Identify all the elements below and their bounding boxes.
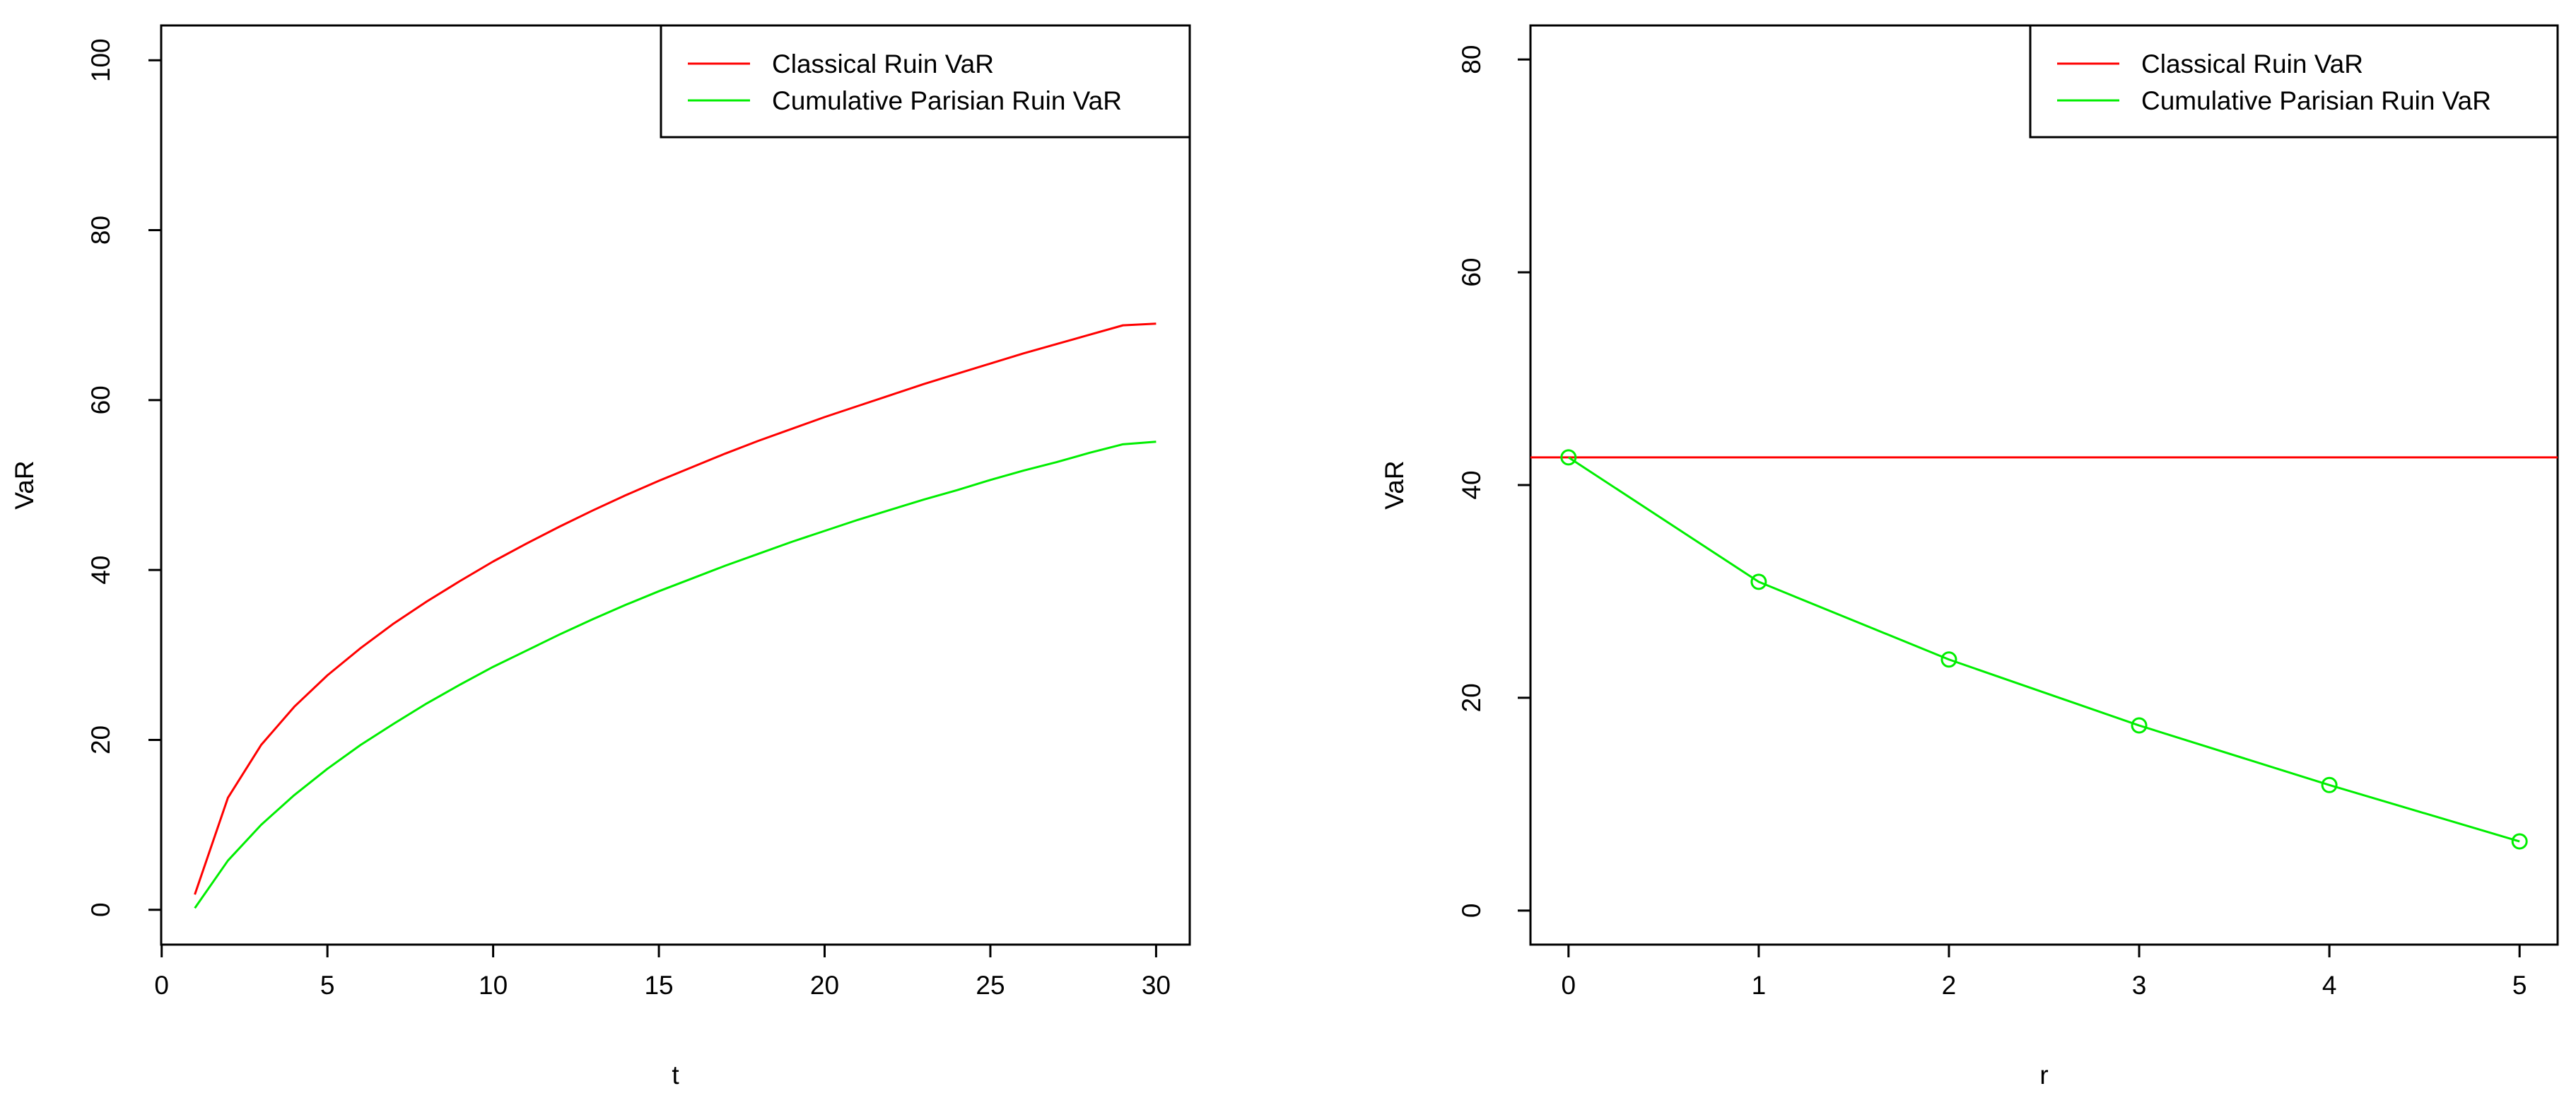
y-tick-label: 0 [1457, 904, 1486, 918]
x-tick-label: 5 [320, 971, 335, 1000]
x-tick-label: 1 [1752, 971, 1767, 1000]
x-axis-label: r [2039, 1061, 2048, 1090]
legend-label: Cumulative Parisian Ruin VaR [772, 86, 1122, 115]
series-cumulative-parisian-ruin-var-point [1940, 651, 1957, 668]
x-tick-label: 0 [1562, 971, 1576, 1000]
y-axis-label: VaR [10, 460, 39, 509]
y-tick-label: 20 [86, 725, 115, 754]
series-cumulative-parisian-ruin-var-point [1560, 449, 1577, 466]
series-cumulative-parisian-ruin-var-point [2321, 776, 2338, 793]
y-tick-label: 40 [1457, 470, 1486, 499]
y-tick-label: 80 [1457, 45, 1486, 74]
series-classical-ruin-var-line [194, 322, 1157, 895]
y-tick-label: 80 [86, 216, 115, 245]
legend-box [2029, 24, 2559, 139]
legend-label: Classical Ruin VaR [2141, 49, 2363, 78]
series-cumulative-parisian-ruin-var-line [1567, 456, 2520, 843]
series-cumulative-parisian-ruin-var-line [194, 440, 1157, 909]
y-tick-label: 100 [86, 38, 115, 82]
x-tick-label: 20 [810, 971, 839, 1000]
y-tick-label: 40 [86, 556, 115, 585]
chart-panel-left: 0 5 10 15 20 25 30 t 0 20 40 60 80 100 VaR Classical Ru… [10, 24, 1191, 1090]
x-tick-label: 25 [976, 971, 1005, 1000]
series-cumulative-parisian-ruin-var-point [1750, 573, 1767, 590]
y-tick-label: 0 [86, 902, 115, 917]
x-tick-label: 3 [2132, 971, 2147, 1000]
y-tick-label: 60 [86, 385, 115, 414]
series-cumulative-parisian-ruin-var-point [2511, 833, 2528, 850]
legend-label: Classical Ruin VaR [772, 49, 994, 78]
y-axis-label: VaR [1380, 460, 1409, 509]
legend-label: Cumulative Parisian Ruin VaR [2141, 86, 2491, 115]
legend-box [660, 24, 1191, 139]
y-tick-label: 60 [1457, 257, 1486, 286]
x-tick-label: 5 [2512, 971, 2527, 1000]
x-axis-label: t [672, 1061, 679, 1090]
x-tick-label: 10 [479, 971, 508, 1000]
x-tick-label: 15 [644, 971, 673, 1000]
x-tick-label: 2 [1942, 971, 1957, 1000]
series-cumulative-parisian-ruin-var-point [2131, 717, 2148, 734]
x-tick-label: 4 [2322, 971, 2337, 1000]
x-tick-label: 0 [154, 971, 169, 1000]
chart-panel-right: 0 1 2 3 4 5 r 0 20 40 60 80 VaR Classical Ruin VaR Cum… [1380, 24, 2559, 1090]
x-tick-label: 30 [1142, 971, 1171, 1000]
plot-frame [160, 24, 1191, 946]
y-tick-label: 20 [1457, 683, 1486, 712]
